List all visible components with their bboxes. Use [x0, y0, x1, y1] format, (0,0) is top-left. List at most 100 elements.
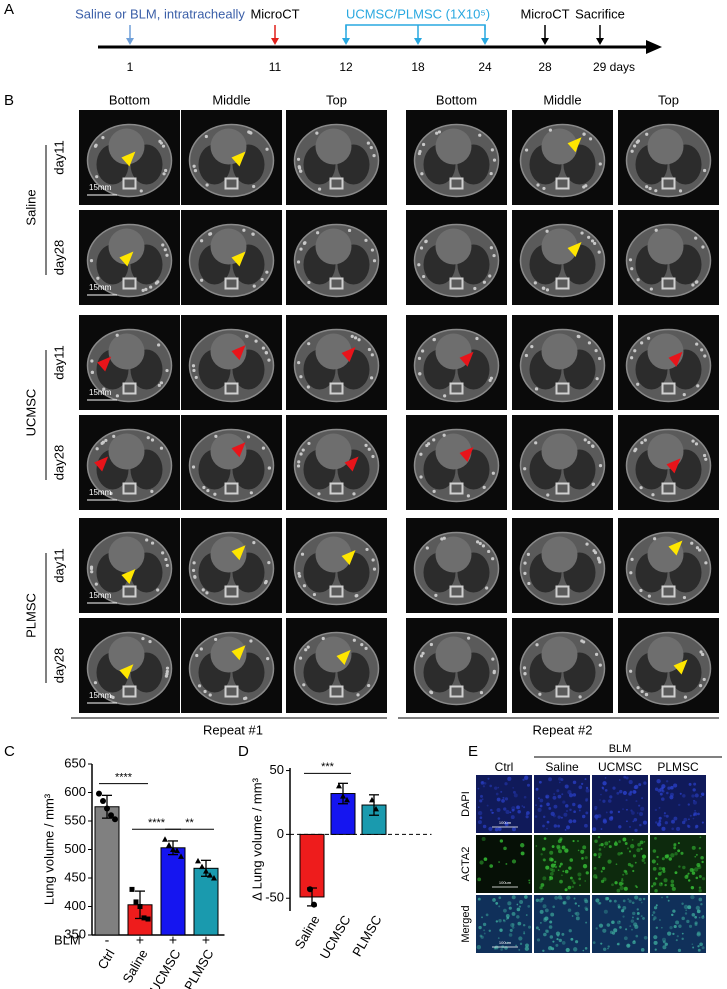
- ct-arrow: [341, 550, 356, 565]
- ct-rib: [356, 693, 360, 697]
- image-signal: [584, 856, 588, 860]
- column-header: Top: [658, 92, 679, 107]
- image-signal: [652, 882, 657, 886]
- ct-image: [286, 415, 387, 510]
- ct-rib: [157, 343, 161, 347]
- image-signal: [578, 877, 582, 881]
- group-label: PLMSC: [23, 593, 38, 638]
- image-signal: [623, 869, 627, 873]
- data-point: [373, 805, 379, 812]
- image-signal: [553, 793, 555, 795]
- ct-rib: [694, 442, 699, 446]
- image-signal: [571, 885, 574, 889]
- ct-arrow: [231, 151, 246, 167]
- image-signal: [482, 922, 487, 927]
- image-signal: [662, 940, 666, 944]
- scale-bar-label: 100um: [499, 880, 512, 885]
- image-signal: [549, 920, 553, 924]
- image-signal: [618, 920, 621, 923]
- image-signal: [578, 809, 581, 812]
- image-signal: [527, 904, 531, 908]
- scale-bar-label: 15mm: [89, 183, 112, 192]
- image-signal: [632, 820, 635, 823]
- ct-arrow: [231, 545, 246, 561]
- ct-rib: [249, 491, 253, 495]
- ct-rib: [429, 642, 433, 647]
- ct-rib: [102, 387, 106, 391]
- image-signal: [547, 945, 553, 951]
- image-signal: [697, 948, 701, 952]
- ct-heart: [647, 636, 684, 673]
- image-signal: [540, 883, 545, 887]
- image-signal: [603, 846, 606, 848]
- timeline-label: UCMSC/PLMSC (1X10⁵): [346, 6, 490, 21]
- image-signal: [526, 783, 531, 787]
- row-label: ACTA2: [460, 847, 472, 882]
- image-signal: [623, 936, 628, 941]
- ct-rib: [701, 652, 705, 657]
- image-signal: [611, 883, 614, 887]
- ct-rib: [264, 579, 268, 584]
- image-signal: [656, 855, 659, 859]
- ct-rib: [629, 669, 633, 673]
- image-signal: [624, 842, 628, 845]
- data-point: [199, 863, 205, 870]
- image-signal: [545, 929, 550, 934]
- image-signal: [689, 814, 692, 817]
- image-signal: [504, 797, 509, 801]
- ct-rib: [317, 492, 321, 496]
- ct-rib: [442, 536, 446, 540]
- image-signal: [612, 786, 616, 790]
- image-signal: [542, 824, 545, 828]
- x-tick-label: PLMSC: [181, 947, 216, 989]
- ct-rib: [267, 466, 271, 470]
- ct-heart: [647, 228, 684, 265]
- image-signal: [479, 799, 483, 803]
- image-signal: [561, 845, 566, 850]
- ct-rib: [146, 436, 150, 440]
- data-point: [104, 805, 110, 812]
- image-signal: [698, 888, 702, 893]
- image-signal: [661, 784, 666, 789]
- ct-rib: [95, 175, 99, 179]
- ct-rib: [702, 453, 707, 458]
- ct-rib: [491, 557, 495, 561]
- image-signal: [663, 814, 667, 817]
- image-signal: [654, 808, 658, 812]
- image-signal: [694, 793, 699, 798]
- fluorescence-image: [650, 775, 706, 833]
- image-signal: [621, 909, 625, 913]
- image-signal: [585, 788, 590, 793]
- image-signal: [690, 894, 695, 900]
- ct-image: 15mm: [79, 110, 180, 205]
- column-header: Saline: [545, 760, 579, 774]
- ct-rib: [419, 654, 424, 658]
- image-signal: [629, 826, 631, 828]
- image-signal: [561, 793, 564, 796]
- image-signal: [600, 793, 602, 796]
- day-label: day28: [51, 445, 66, 480]
- image-signal: [528, 879, 531, 882]
- image-signal: [701, 877, 706, 881]
- ct-rib: [699, 650, 703, 654]
- x-tick-label: Saline: [292, 913, 323, 952]
- ct-rib: [321, 636, 325, 641]
- ct-rib: [595, 377, 599, 381]
- image-signal: [664, 883, 667, 887]
- image-signal: [643, 781, 647, 785]
- ct-rib: [307, 441, 311, 446]
- image-signal: [690, 886, 695, 890]
- ct-rib: [200, 239, 204, 243]
- ct-image: [618, 315, 719, 410]
- image-signal: [661, 826, 666, 831]
- panel-letter: D: [238, 743, 249, 760]
- image-signal: [534, 815, 538, 818]
- image-signal: [607, 947, 609, 950]
- ct-rib: [582, 132, 586, 136]
- image-signal: [552, 905, 556, 909]
- image-signal: [603, 909, 608, 914]
- image-signal: [694, 855, 697, 858]
- ct-rib: [149, 285, 153, 289]
- image-signal: [571, 915, 574, 917]
- image-signal: [701, 946, 705, 950]
